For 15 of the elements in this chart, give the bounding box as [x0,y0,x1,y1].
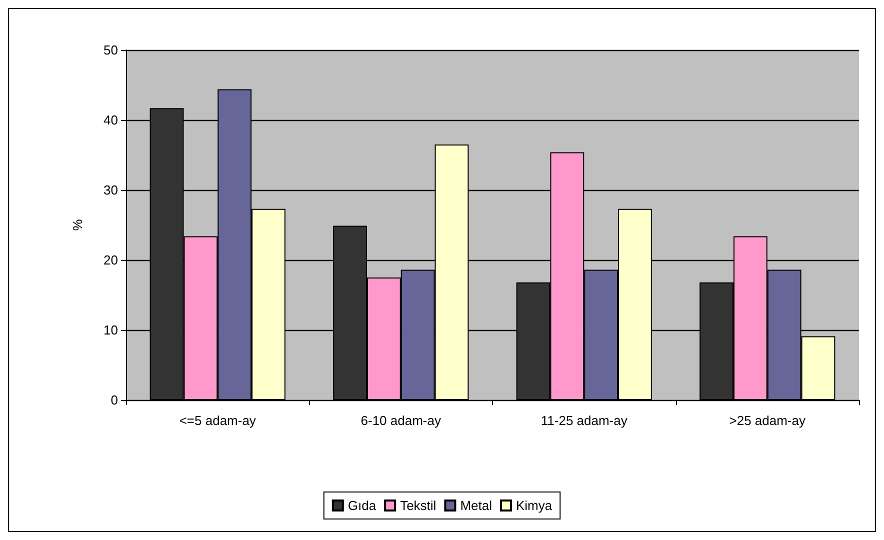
x-tick-label: >25 adam-ay [729,413,806,428]
y-axis-title: % [70,218,85,231]
y-tick-label: 0 [110,392,118,408]
legend-label: Gıda [348,498,377,513]
y-tick-label: 10 [104,322,118,338]
y-tick-label: 40 [104,112,118,128]
legend-label: Tekstil [400,498,436,513]
x-tick-label: 6-10 adam-ay [360,413,442,428]
y-tick-label: 20 [104,252,118,268]
y-tick-label: 50 [104,42,118,58]
x-tick-label: <=5 adam-ay [179,413,256,428]
y-tick-label: 30 [104,182,118,198]
legend-label: Metal [460,498,492,513]
x-tick-label: 11-25 adam-ay [540,413,628,428]
legend-label: Kimya [516,498,553,513]
